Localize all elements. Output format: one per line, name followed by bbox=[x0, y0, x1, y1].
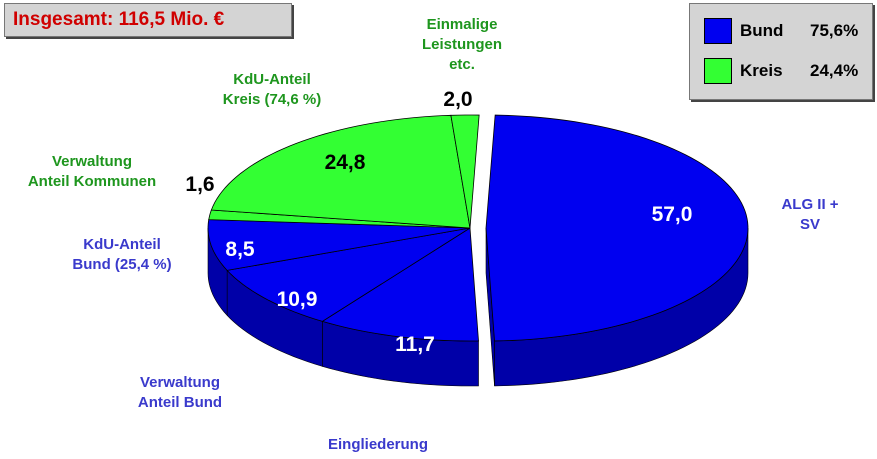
legend-name: Kreis bbox=[740, 61, 783, 80]
value-label: 11,7 bbox=[395, 333, 435, 356]
slice bbox=[226, 227, 471, 322]
category-label: Einmalige Leistungen etc. bbox=[421, 16, 503, 73]
category-label: KdU-Anteil Bund (25,4 %) bbox=[72, 236, 172, 273]
category-label: Verwaltung Anteil Kommunen bbox=[27, 153, 157, 190]
legend-name: Bund bbox=[740, 21, 784, 40]
chart-title: Insgesamt: 116,5 Mio. € bbox=[4, 3, 292, 37]
legend-share: 24,4% bbox=[810, 61, 859, 80]
value-label: 8,5 bbox=[225, 238, 255, 261]
value-label: 1,6 bbox=[185, 173, 215, 196]
category-label: ALG II + SV bbox=[781, 196, 839, 233]
slice bbox=[210, 114, 471, 229]
category-label: Verwaltung Anteil Bund bbox=[137, 374, 223, 411]
value-label: 10,9 bbox=[276, 288, 318, 311]
value-label: 57,0 bbox=[651, 203, 693, 226]
legend-swatch bbox=[704, 18, 732, 44]
legend: Bund 75,6% Kreis 24,4% bbox=[689, 3, 873, 100]
legend-entry: Bund 75,6% bbox=[704, 18, 858, 44]
value-label: 2,0 bbox=[443, 88, 473, 111]
legend-entry: Kreis 24,4% bbox=[704, 58, 858, 84]
legend-swatch bbox=[704, 58, 732, 84]
value-label: 24,8 bbox=[324, 151, 366, 174]
slice bbox=[207, 219, 471, 271]
category-label: KdU-Anteil Kreis (74,6 %) bbox=[222, 71, 322, 108]
slice bbox=[450, 114, 480, 229]
slice bbox=[485, 114, 749, 342]
legend-share: 75,6% bbox=[810, 21, 859, 40]
slice bbox=[321, 227, 479, 342]
category-label: Eingliederung bbox=[327, 436, 429, 453]
